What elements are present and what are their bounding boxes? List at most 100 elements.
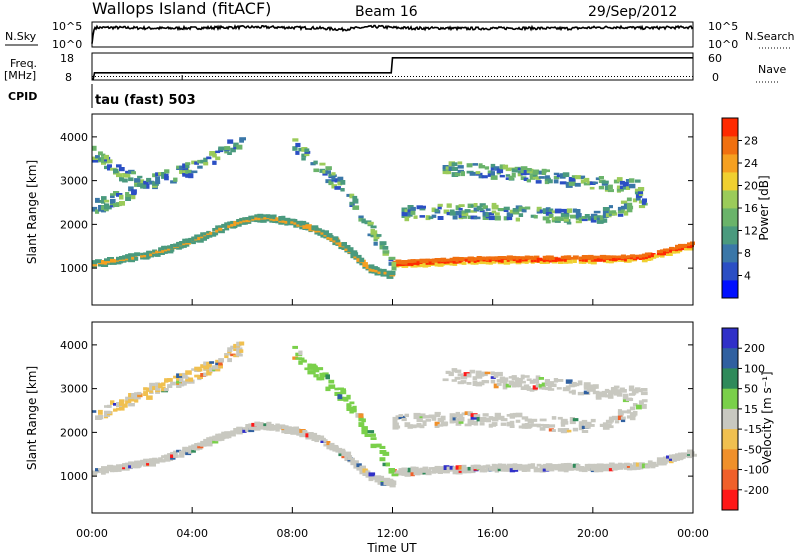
- scatter-cell-upper-e: [482, 205, 488, 209]
- scatter-cell-top: [445, 370, 451, 374]
- scatter-cell-main: [134, 465, 140, 469]
- scatter-cell-upper-e: [485, 417, 491, 423]
- scatter-cell-upper-w: [239, 349, 244, 353]
- scatter-cell-night: [452, 466, 458, 470]
- scatter-cell-night: [470, 257, 476, 262]
- scatter-cell-main: [179, 246, 184, 249]
- scatter-cell-night: [437, 258, 442, 262]
- scatter-cell-upper-e: [536, 423, 541, 428]
- nsky-line: [91, 24, 694, 44]
- scatter-cell-main: [191, 240, 196, 245]
- scatter-cell-main: [368, 264, 375, 269]
- scatter-cell-top: [547, 179, 553, 184]
- scatter-cell-main: [104, 469, 109, 474]
- scatter-cell-top: [601, 180, 609, 184]
- scatter-cell-night: [608, 462, 615, 468]
- scatter-cell-night: [623, 463, 629, 469]
- scatter-cell-night: [557, 258, 563, 262]
- scatter-cell-main: [362, 468, 368, 473]
- scatter-cell-upper-w: [155, 386, 161, 391]
- scatter-cell-upper-e: [521, 423, 527, 428]
- scatter-cell-descent: [358, 416, 364, 422]
- scatter-cell-night: [653, 254, 659, 258]
- scatter-cell-upper-e: [410, 424, 417, 429]
- scatter-cell-night: [518, 257, 524, 262]
- scatter-cell-night: [557, 463, 563, 469]
- scatter-cell-main: [221, 435, 226, 440]
- scatter-cell-upper-e: [503, 209, 509, 212]
- scatter-cell-main: [242, 221, 248, 225]
- scatter-cell-upper-w: [146, 395, 153, 400]
- scatter-cell-upper-e: [551, 429, 556, 432]
- scatter-cell-upper-w: [185, 162, 191, 166]
- scatter-cell-night: [533, 466, 538, 470]
- scatter-cell-left-tail: [101, 162, 106, 165]
- freq-line: [92, 56, 693, 80]
- scatter-cell-descent: [325, 166, 332, 171]
- scatter-cell-night: [596, 258, 603, 262]
- scatter-cell-night: [458, 259, 464, 263]
- scatter-cell-upper-e: [473, 420, 479, 426]
- scatter-cell-night: [566, 466, 573, 470]
- time-axis: 00:00 04:00 08:00 12:00 16:00 20:00 00:00: [76, 299, 709, 540]
- scatter-cell-night: [590, 255, 596, 261]
- scatter-cell-descent: [340, 388, 346, 393]
- scatter-cell-upper-e: [578, 217, 585, 221]
- scatter-cell-main: [353, 460, 359, 464]
- scatter-cell-main: [389, 479, 395, 483]
- scatter-cell-main: [155, 458, 161, 462]
- scatter-cell-main: [221, 223, 227, 228]
- scatter-cell-upper-w: [155, 382, 161, 387]
- scatter-cell-top: [637, 190, 643, 195]
- scatter-cell-upper-e: [491, 416, 499, 422]
- scatter-cell-main: [359, 469, 365, 475]
- scatter-cell-night: [506, 463, 514, 468]
- scatter-cell-upper-e: [536, 206, 542, 212]
- scatter-cell-night: [672, 457, 677, 462]
- scatter-cell-upper-e: [491, 422, 498, 426]
- scatter-cell-main: [284, 220, 290, 224]
- scatter-cell-night: [566, 260, 573, 264]
- scatter-cell-top: [472, 376, 478, 381]
- scatter-cell-left-tail: [101, 159, 106, 163]
- scatter-cell-descent: [301, 153, 307, 158]
- scatter-cell-upper-e: [611, 212, 618, 216]
- scatter-cell-upper-e: [620, 416, 626, 420]
- scatter-cell-upper-e: [494, 212, 500, 216]
- scatter-cell-main: [269, 218, 275, 223]
- scatter-cell-upper-e: [443, 421, 449, 426]
- scatter-cell-main: [314, 227, 319, 231]
- scatter-cell-descent: [319, 162, 326, 166]
- scatter-cell-main: [155, 252, 161, 257]
- scatter-cell-upper-w: [161, 386, 166, 392]
- scatter-cell-top: [622, 181, 629, 187]
- scatter-cell-main: [227, 433, 232, 439]
- scatter-cell-main: [344, 455, 351, 458]
- scatter-cell-night: [569, 257, 576, 260]
- scatter-cell-top: [511, 168, 518, 173]
- scatter-cell-top: [517, 382, 523, 388]
- scatter-cell-top: [628, 385, 635, 391]
- scatter-cell-upper-e: [563, 216, 569, 222]
- xtick-label: 20:00: [577, 527, 609, 540]
- scatter-cell-night: [629, 254, 635, 258]
- scatter-cell-descent: [292, 345, 298, 349]
- scatter-cell-upper-e: [530, 418, 538, 422]
- scatter-cell-night: [629, 467, 637, 471]
- scatter-cell-upper-e: [626, 197, 632, 202]
- scatter-cell-upper-w: [227, 139, 234, 144]
- scatter-cell-upper-w: [101, 198, 107, 203]
- scatter-cell-top: [607, 184, 613, 189]
- scatter-cell-top: [619, 387, 625, 391]
- scatter-cell-main: [215, 225, 222, 230]
- scatter-cell-upper-e: [524, 206, 531, 210]
- scatter-cell-descent: [379, 445, 386, 449]
- scatter-cell-upper-w: [137, 391, 142, 395]
- scatter-cell-upper-e: [431, 416, 437, 421]
- scatter-cell-upper-e: [569, 421, 576, 425]
- scatter-cell-descent: [388, 468, 395, 473]
- scatter-cell-night: [575, 465, 582, 470]
- scatter-cell-descent: [370, 225, 377, 229]
- scatter-cell-main: [110, 469, 115, 473]
- scatter-cell-upper-e: [392, 417, 397, 422]
